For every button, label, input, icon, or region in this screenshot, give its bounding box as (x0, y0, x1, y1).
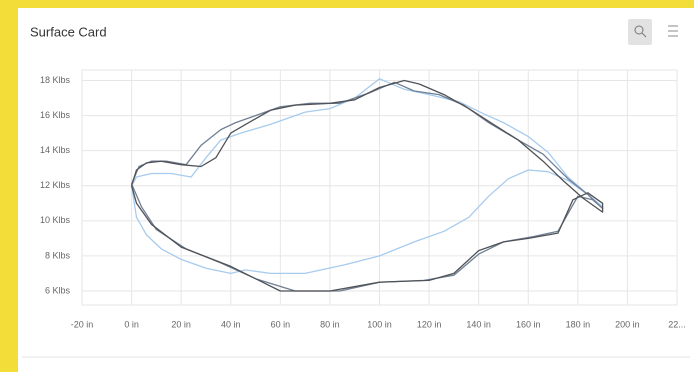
x-tick-label: 140 in (466, 319, 491, 329)
zoom-icon (634, 25, 644, 35)
series-line (130, 78, 604, 275)
x-tick-label: 160 in (516, 319, 541, 329)
y-tick-label: 16 Klbs (40, 110, 71, 120)
x-tick-label: 80 in (320, 319, 340, 329)
x-tick-label: 200 in (615, 319, 640, 329)
y-tick-label: 10 Klbs (40, 215, 71, 225)
card-title: Surface Card (30, 24, 107, 39)
x-tick-label: 20 in (171, 319, 191, 329)
y-tick-label: 12 Klbs (40, 180, 71, 190)
x-tick-label: -20 in (71, 319, 94, 329)
x-tick-label: 180 in (566, 319, 591, 329)
series-line (130, 79, 604, 292)
x-tick-label: 100 in (367, 319, 392, 329)
x-tick-label: 60 in (271, 319, 291, 329)
zoom-icon-handle (641, 32, 647, 38)
y-tick-label: 8 Klbs (45, 250, 71, 260)
zoom-button[interactable] (628, 19, 652, 45)
x-tick-label: 120 in (417, 319, 442, 329)
menu-button[interactable] (668, 25, 678, 37)
y-tick-label: 18 Klbs (40, 75, 71, 85)
y-tick-label: 6 Klbs (45, 285, 71, 295)
y-tick-label: 14 Klbs (40, 145, 71, 155)
x-tick-label: 40 in (221, 319, 241, 329)
x-tick-label: 22... (668, 319, 686, 329)
x-tick-label: 0 in (124, 319, 139, 329)
